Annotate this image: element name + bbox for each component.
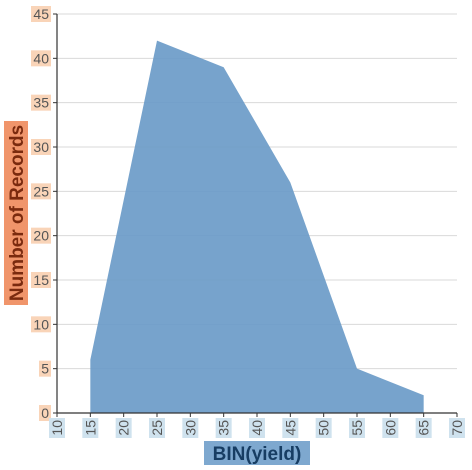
x-axis-title-background [204, 441, 310, 465]
y-tick-bg-0 [39, 405, 51, 421]
y-tick-label-35: 35 [33, 95, 49, 111]
x-tick-bg-30 [182, 418, 199, 438]
x-tick-bg-65 [415, 418, 432, 438]
y-tick-bg-40 [31, 50, 51, 67]
y-tick-label-5: 5 [41, 361, 49, 377]
x-tick-labels: 10 15 20 25 30 35 40 45 50 55 60 65 70 [49, 413, 465, 438]
y-tick-label-10: 10 [33, 316, 49, 332]
y-tick-labels: 0 5 10 15 20 25 30 35 40 45 [31, 6, 57, 421]
x-tick-10: 10 [49, 418, 65, 438]
x-tick-label-30: 30 [182, 420, 198, 436]
x-tick-label-55: 55 [349, 420, 365, 436]
y-tick-bg-10 [31, 316, 51, 333]
y-tick-label-45: 45 [33, 6, 49, 22]
y-tick-bg-20 [31, 227, 51, 244]
y-tick-label-25: 25 [33, 183, 49, 199]
x-tick-label-15: 15 [82, 420, 98, 436]
y-tick-label-20: 20 [33, 228, 49, 244]
y-tick-bg-5 [39, 360, 51, 377]
x-tick-bg-15 [82, 418, 99, 438]
x-tick-bg-25 [149, 418, 165, 438]
y-tick-bg-15 [31, 272, 51, 288]
x-tick-label-65: 65 [416, 420, 432, 436]
x-tick-30: 30 [182, 418, 199, 438]
x-axis-title-group: BIN(yield) [204, 441, 310, 465]
x-tick-20: 20 [115, 418, 132, 438]
y-axis-title-group: Number of Records [4, 121, 28, 305]
y-tick-label-0: 0 [41, 405, 49, 421]
y-tick-bg-35 [31, 94, 51, 111]
x-tick-35: 35 [215, 418, 232, 438]
x-tick-45: 45 [282, 418, 299, 438]
x-tick-bg-45 [282, 418, 299, 438]
x-tick-label-60: 60 [382, 420, 398, 436]
x-tick-25: 25 [149, 418, 165, 438]
x-tick-40: 40 [249, 418, 265, 438]
x-tick-bg-20 [115, 418, 132, 438]
x-tick-bg-60 [382, 418, 399, 438]
x-tick-label-50: 50 [316, 420, 332, 436]
y-tick-label-40: 40 [33, 50, 49, 66]
x-tick-label-70: 70 [449, 420, 465, 436]
y-tick-label-30: 30 [33, 139, 49, 155]
y-tick-bg-45 [31, 6, 51, 22]
x-tick-label-45: 45 [282, 420, 298, 436]
y-tick-label-15: 15 [33, 272, 49, 288]
x-tick-70: 70 [449, 418, 465, 438]
x-tick-label-20: 20 [116, 420, 132, 436]
x-axis-title: BIN(yield) [213, 444, 302, 465]
x-tick-bg-55 [349, 418, 365, 438]
y-axis-title-background [4, 121, 28, 305]
x-tick-15: 15 [82, 418, 99, 438]
area-series [90, 40, 424, 413]
x-tick-label-35: 35 [216, 420, 232, 436]
y-tick-bg-30 [31, 139, 51, 155]
x-tick-bg-35 [215, 418, 232, 438]
x-tick-bg-10 [49, 418, 65, 438]
y-tick-bg-25 [31, 183, 51, 200]
x-tick-label-40: 40 [249, 420, 265, 436]
x-tick-label-25: 25 [149, 420, 165, 436]
x-tick-bg-40 [249, 418, 265, 438]
x-tick-bg-70 [449, 418, 465, 438]
x-tick-60: 60 [382, 418, 399, 438]
y-axis-title: Number of Records [7, 125, 28, 301]
x-tick-50: 50 [315, 418, 332, 438]
x-tick-65: 65 [415, 418, 432, 438]
x-tick-55: 55 [349, 418, 365, 438]
x-tick-label-10: 10 [49, 420, 65, 436]
x-tick-bg-50 [315, 418, 332, 438]
